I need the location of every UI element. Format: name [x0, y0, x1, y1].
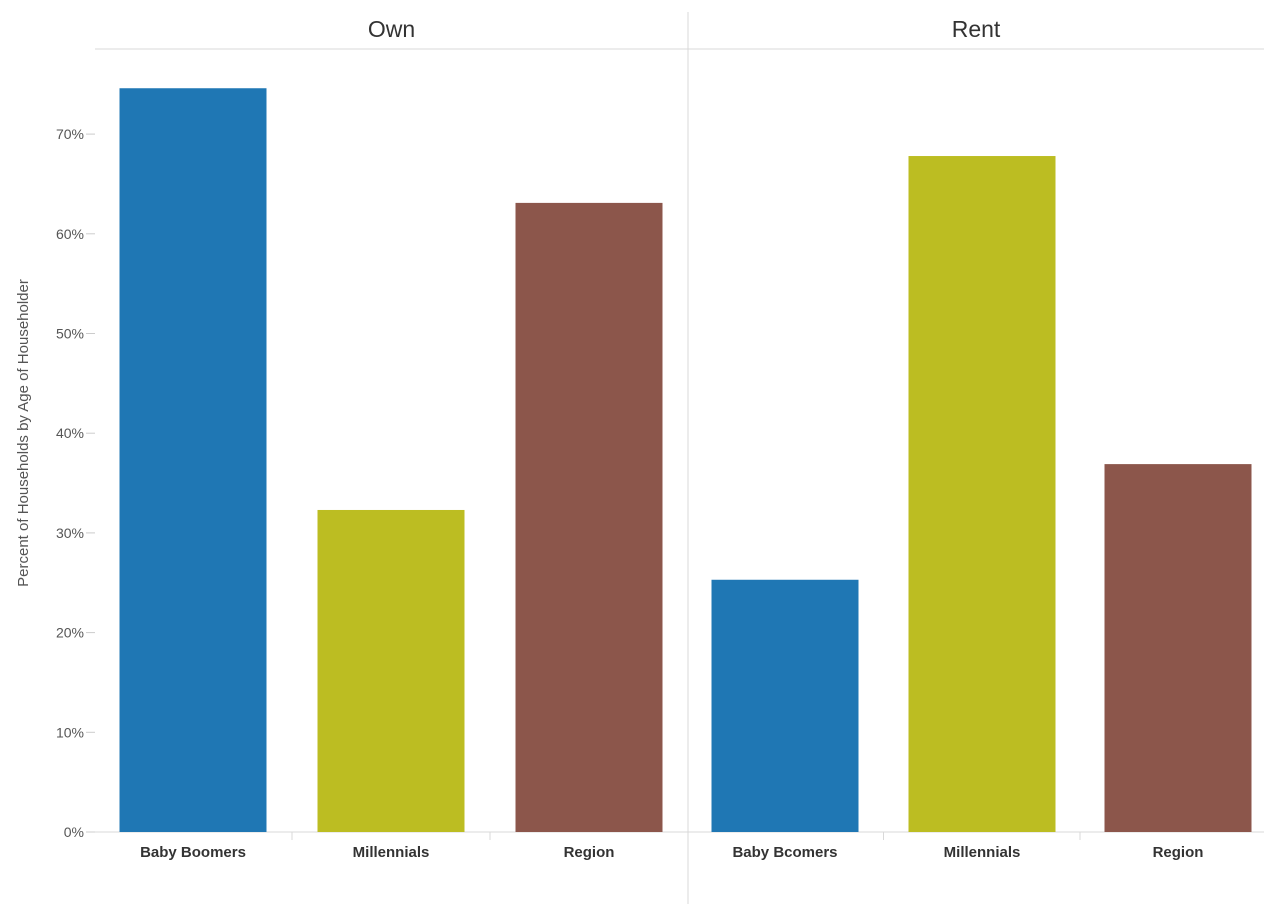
x-category-label: Region [564, 844, 615, 861]
panel-title: Rent [952, 16, 1001, 42]
x-category-label: Region [1153, 844, 1204, 861]
y-axis-title: Percent of Households by Age of Househol… [15, 279, 32, 587]
bar [711, 579, 859, 832]
y-tick-label: 50% [56, 326, 84, 342]
x-category-label: Millennials [944, 844, 1021, 861]
x-category-label: Millennials [353, 844, 430, 861]
x-category-label: Baby Bcomers [732, 844, 837, 861]
bar [515, 202, 663, 832]
y-tick-label: 10% [56, 724, 84, 740]
y-axis: 0% 10% 20% 30% 40% 50% 60% 70% [56, 126, 95, 840]
chart-panels: Own Baby Boomers Millennials Region Rent Baby… [95, 12, 1264, 904]
y-tick-label: 30% [56, 525, 84, 541]
y-tick-label: 20% [56, 625, 84, 641]
panel-rent: Rent Baby Bcomers Millennials Region [711, 16, 1252, 861]
panel-own: Own Baby Boomers Millennials Region [119, 16, 663, 861]
x-category-label: Baby Boomers [140, 844, 246, 861]
bar [908, 156, 1056, 832]
y-tick-label: 60% [56, 226, 84, 242]
bar [1104, 464, 1252, 832]
y-tick-label: 70% [56, 126, 84, 142]
bar [317, 509, 465, 832]
bar [119, 88, 267, 833]
y-tick-label: 0% [64, 824, 84, 840]
panel-title: Own [368, 16, 415, 42]
y-tick-label: 40% [56, 425, 84, 441]
